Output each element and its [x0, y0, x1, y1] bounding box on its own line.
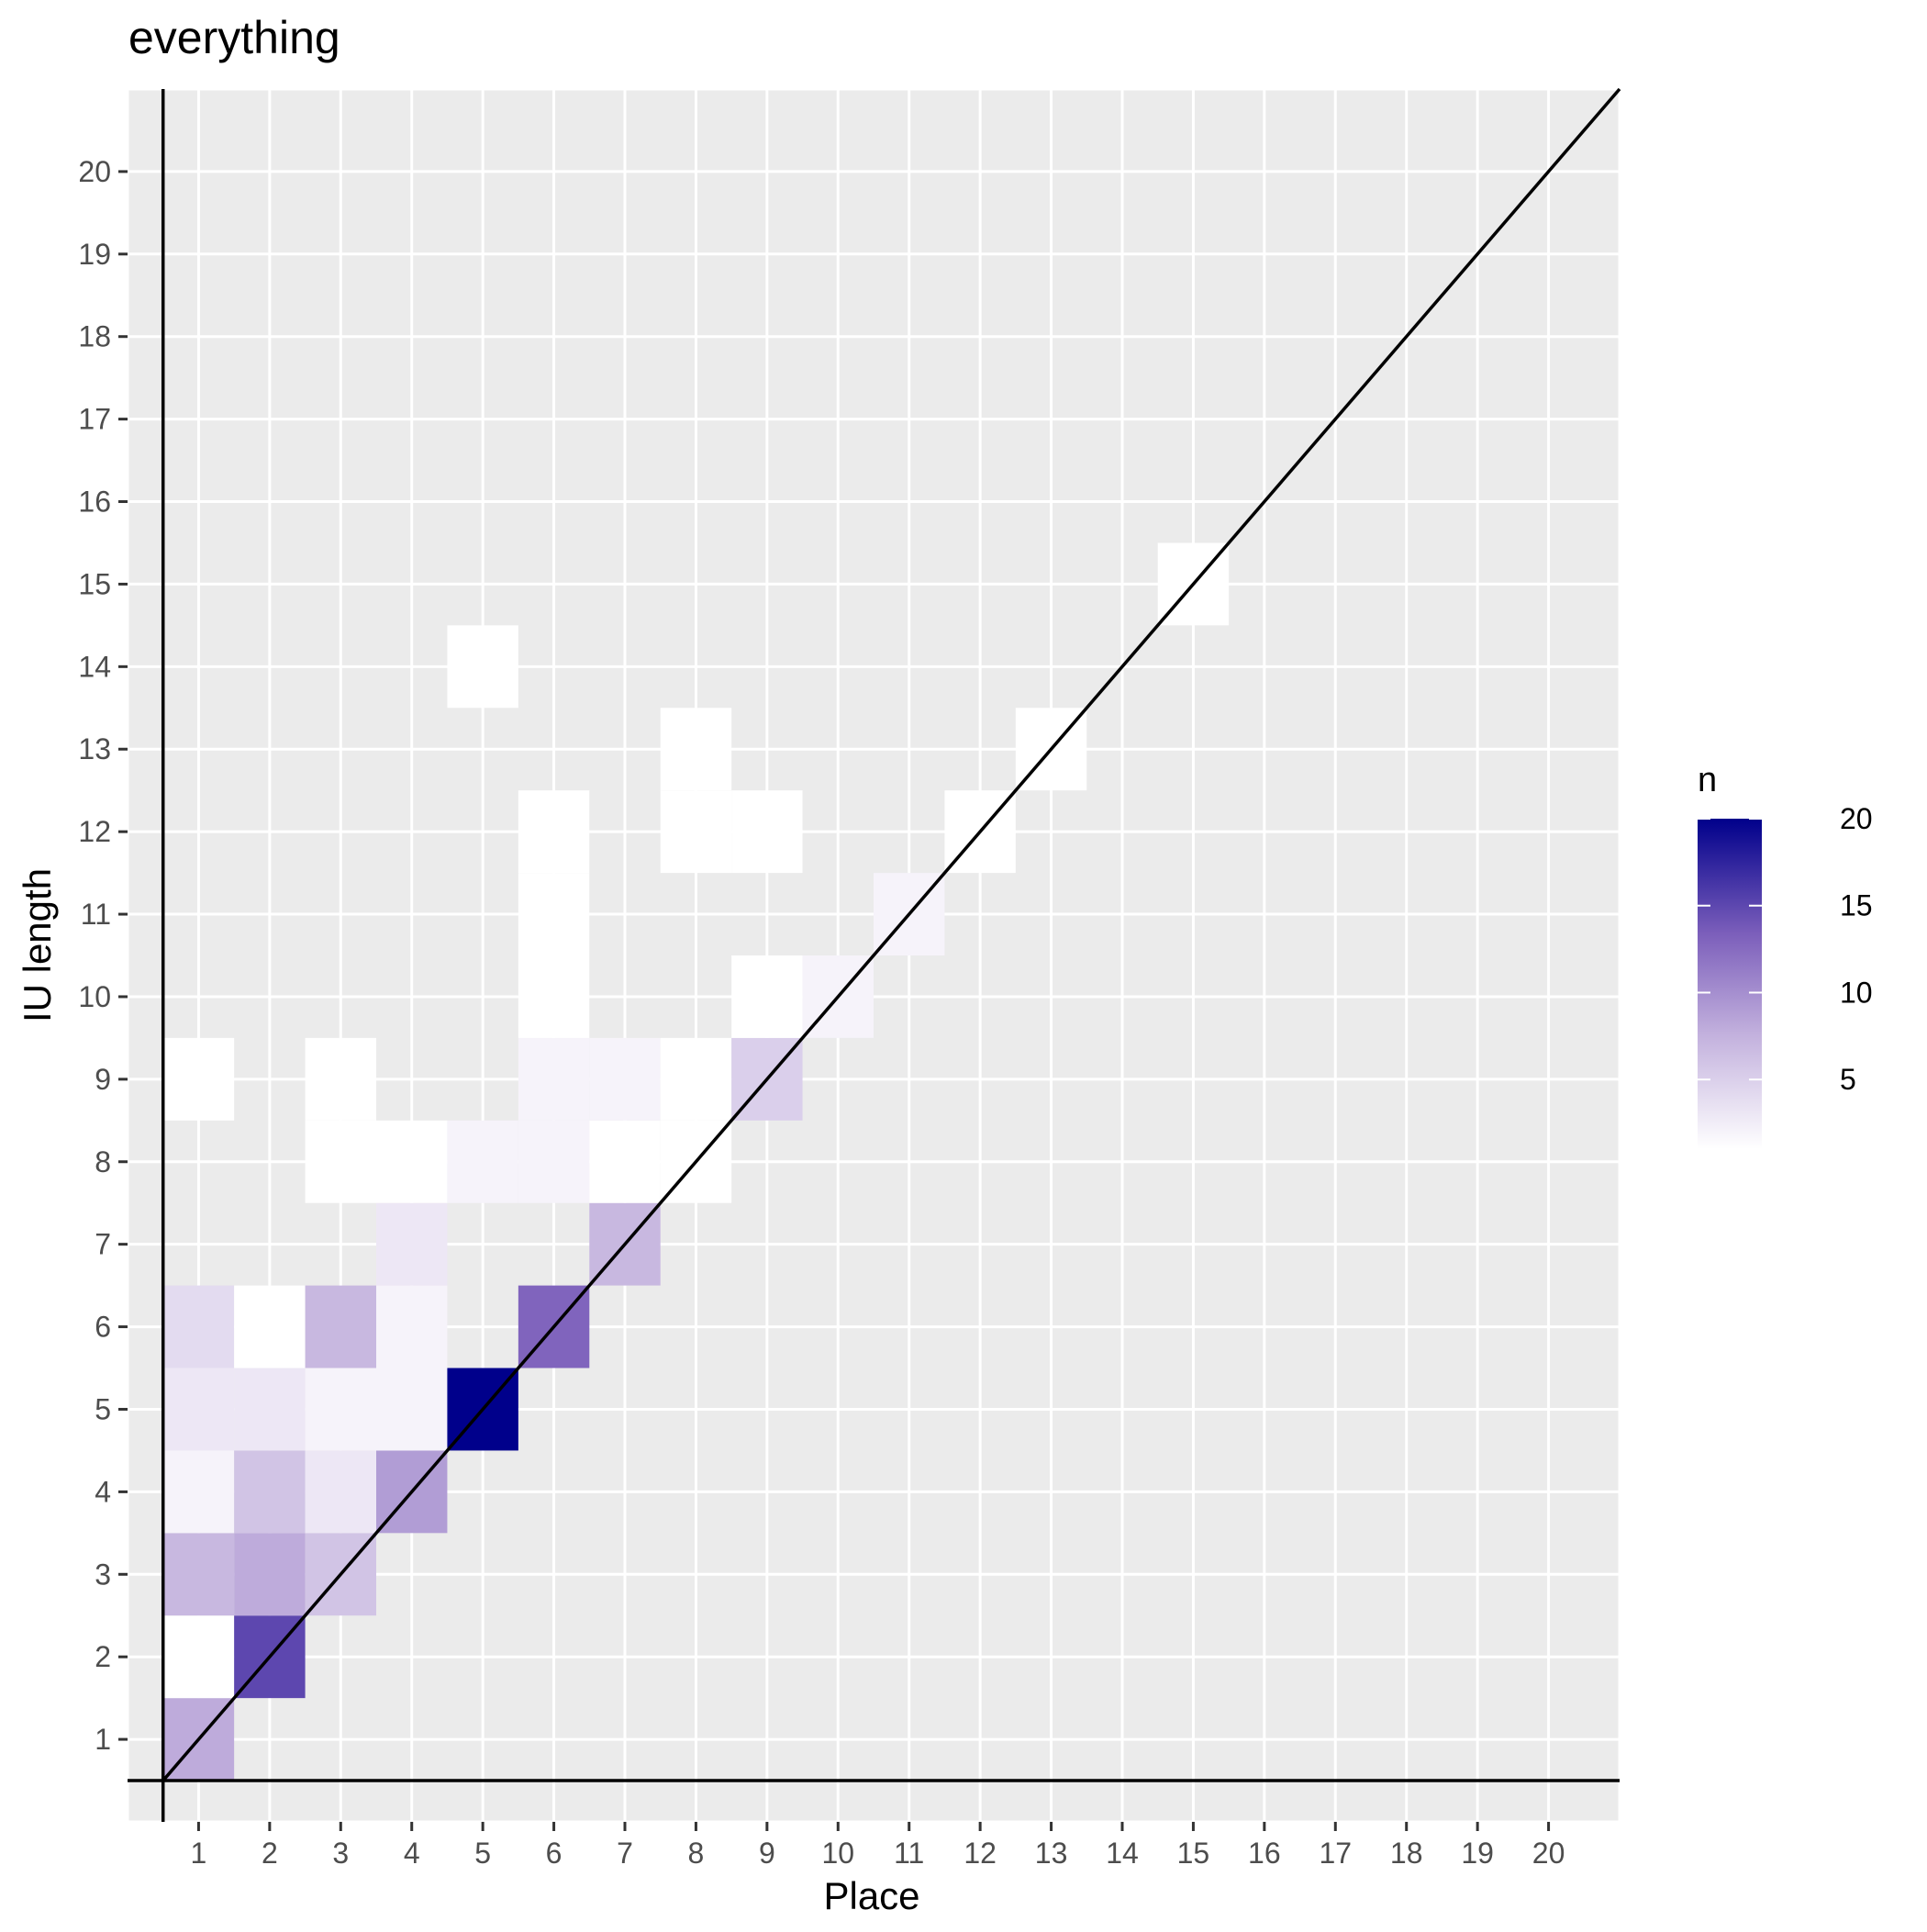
x-tick-label: 18 — [1390, 1837, 1423, 1870]
heatmap-cell — [660, 790, 732, 874]
y-tick-label: 13 — [78, 732, 111, 765]
heatmap-cell — [589, 1120, 661, 1203]
heatmap-cell — [518, 873, 590, 955]
y-tick-label: 14 — [78, 650, 111, 683]
heatmap-cell — [447, 1120, 518, 1203]
legend-break-label: 15 — [1840, 889, 1873, 922]
y-tick-label: 18 — [78, 320, 111, 353]
x-tick-label: 7 — [617, 1837, 633, 1870]
x-axis: 1 2 3 4 5 6 7 8 9 10 11 12 13 14 15 16 17 18 19 20 — [191, 1822, 1565, 1870]
heatmap-cell — [234, 1368, 306, 1451]
x-tick-label: 3 — [332, 1837, 349, 1870]
y-tick-label: 20 — [78, 155, 111, 188]
x-tick-label: 9 — [759, 1837, 775, 1870]
y-tick-label: 8 — [95, 1145, 111, 1178]
heatmap-cell — [305, 1285, 376, 1368]
heatmap-cell — [305, 1120, 376, 1203]
heatmap-cell — [376, 1368, 448, 1451]
x-tick-label: 1 — [191, 1837, 207, 1870]
x-tick-label: 8 — [688, 1837, 705, 1870]
x-tick-label: 17 — [1319, 1837, 1352, 1870]
legend-breaks: 20 15 10 5 — [1698, 802, 1873, 1096]
y-tick-label: 1 — [95, 1723, 111, 1756]
heatmap-cell — [234, 1450, 306, 1534]
legend-title: n — [1698, 761, 1717, 799]
heatmap-cell — [589, 1037, 661, 1121]
y-axis-title: IU length — [16, 868, 59, 1022]
heatmap-cell — [376, 1285, 448, 1368]
heatmap-cell — [660, 1037, 732, 1121]
x-tick-label: 5 — [474, 1837, 491, 1870]
heatmap-cell — [518, 1037, 590, 1121]
heatmap-cell — [162, 1450, 235, 1534]
heatmap-cell — [162, 1615, 235, 1699]
legend-break-label: 5 — [1840, 1063, 1856, 1096]
x-tick-label: 14 — [1106, 1837, 1139, 1870]
heatmap-cell — [660, 708, 732, 791]
legend-break-label: 10 — [1840, 976, 1873, 1009]
y-tick-label: 16 — [78, 486, 111, 519]
x-tick-label: 16 — [1248, 1837, 1281, 1870]
chart-title: everything — [128, 12, 340, 63]
heatmap-cell — [376, 1120, 448, 1203]
heatmap-cell — [234, 1533, 306, 1616]
heatmap-cell — [518, 1120, 590, 1203]
heatmap-cell — [447, 625, 518, 709]
x-axis-title: Place — [823, 1874, 919, 1917]
heatmap-cell — [518, 955, 590, 1038]
heatmap-cell — [305, 1450, 376, 1534]
legend-break-label: 20 — [1840, 802, 1873, 835]
heatmap-cell — [162, 1368, 235, 1451]
x-tick-label: 2 — [262, 1837, 278, 1870]
x-tick-label: 11 — [894, 1837, 924, 1870]
heatmap-cell — [305, 1368, 376, 1451]
heatmap-cell — [162, 1533, 235, 1616]
y-tick-label: 19 — [78, 238, 111, 271]
y-tick-label: 4 — [95, 1475, 111, 1508]
x-tick-label: 12 — [964, 1837, 997, 1870]
y-tick-label: 17 — [78, 403, 111, 436]
heatmap-cell — [234, 1285, 306, 1368]
legend-colorbar — [1698, 819, 1762, 1149]
y-tick-label: 6 — [95, 1311, 111, 1344]
y-tick-label: 7 — [95, 1228, 111, 1261]
y-tick-label: 12 — [78, 815, 111, 848]
x-tick-label: 13 — [1035, 1837, 1068, 1870]
heatmap-cell — [518, 790, 590, 874]
y-tick-label: 2 — [95, 1640, 111, 1673]
x-tick-label: 19 — [1461, 1837, 1494, 1870]
heatmap-cell — [376, 1202, 448, 1286]
y-tick-label: 3 — [95, 1558, 111, 1591]
x-tick-label: 20 — [1532, 1837, 1565, 1870]
legend: n 20 15 10 5 — [1698, 761, 1873, 1149]
y-tick-label: 5 — [95, 1392, 111, 1425]
heatmap-cell — [305, 1037, 376, 1121]
y-tick-label: 10 — [78, 980, 111, 1013]
y-tick-label: 11 — [81, 898, 111, 931]
reference-diagonal-line — [162, 87, 1621, 1782]
heatmap-cell — [162, 1037, 235, 1121]
x-tick-label: 10 — [821, 1837, 854, 1870]
heatmap-cell — [731, 790, 803, 874]
x-tick-label: 4 — [404, 1837, 420, 1870]
heatmap-cell — [731, 955, 803, 1038]
y-tick-label: 15 — [78, 567, 111, 600]
x-tick-label: 6 — [546, 1837, 563, 1870]
heatmap-cell — [162, 1285, 235, 1368]
y-tick-label: 9 — [95, 1063, 111, 1096]
x-tick-label: 15 — [1177, 1837, 1210, 1870]
reference-lines — [128, 87, 1621, 1822]
